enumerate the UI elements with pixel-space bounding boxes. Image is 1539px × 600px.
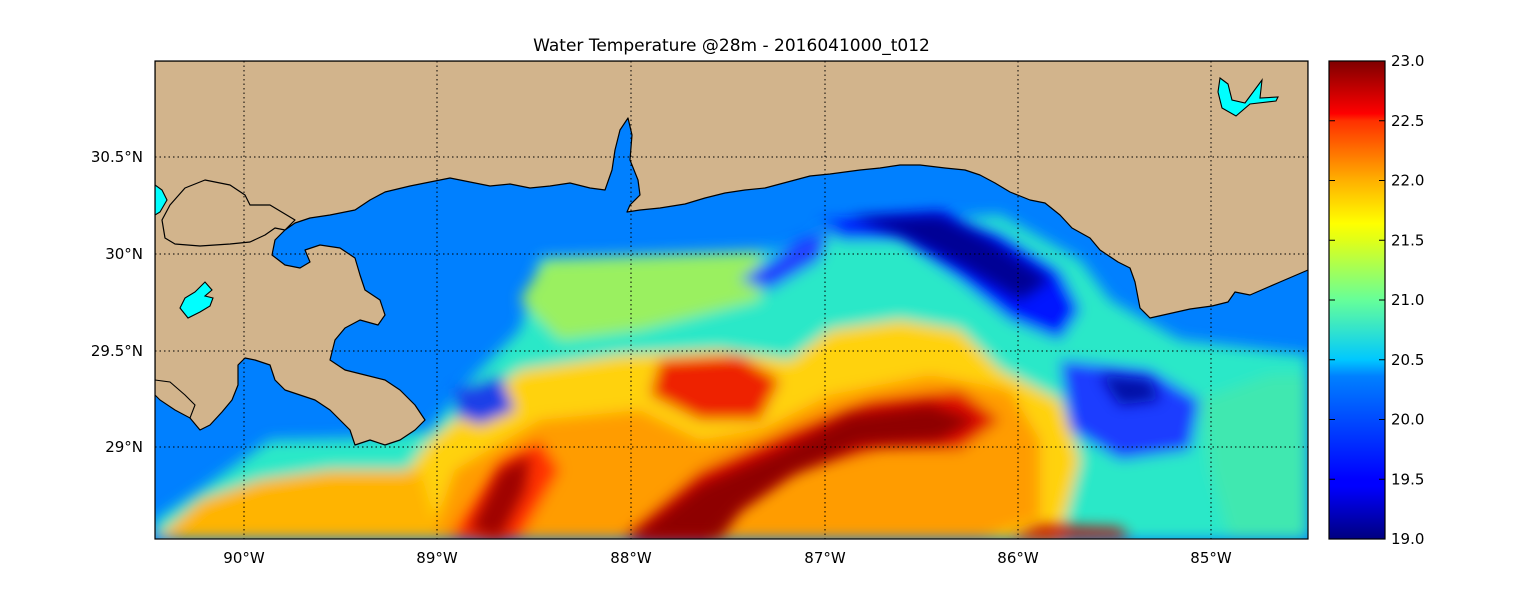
temperature-field bbox=[155, 212, 1308, 539]
field-cold-filament bbox=[740, 232, 830, 290]
colorbar-tick-label: 22.0 bbox=[1391, 172, 1424, 190]
field-southwest-shelf bbox=[155, 470, 440, 539]
x-tick-label: 86°W bbox=[997, 549, 1039, 567]
colorbar-tick-label: 21.0 bbox=[1391, 291, 1424, 309]
map-plot-area bbox=[155, 61, 1308, 539]
colorbar-tick-label: 20.5 bbox=[1391, 351, 1424, 369]
grid-lines bbox=[155, 61, 1308, 539]
x-tick-label: 90°W bbox=[223, 549, 265, 567]
chart-title: Water Temperature @28m - 2016041000_t012 bbox=[533, 36, 930, 56]
colorbar: 19.0 19.5 20.0 20.5 21.0 21.5 22.0 22.5 23.0 bbox=[1328, 52, 1424, 548]
x-tick-label: 85°W bbox=[1190, 549, 1232, 567]
colorbar-tick-label: 21.5 bbox=[1391, 231, 1424, 249]
field-cold-coastal bbox=[820, 212, 1080, 340]
core-dark-red-current bbox=[630, 405, 975, 539]
y-tick-label: 30°N bbox=[105, 245, 143, 263]
colorbar-tick-label: 22.5 bbox=[1391, 112, 1424, 130]
core-dark-blue-coastal bbox=[850, 215, 1050, 300]
y-tick-label: 29°N bbox=[105, 438, 143, 456]
colorbar-tick-label: 19.5 bbox=[1391, 470, 1424, 488]
core-dark-red-west bbox=[470, 455, 530, 539]
field-red-north-eddy bbox=[650, 355, 780, 420]
colorbar-gradient bbox=[1328, 60, 1386, 540]
field-green-band bbox=[520, 252, 760, 340]
y-tick-label: 29.5°N bbox=[91, 342, 143, 360]
colorbar-tick-label: 23.0 bbox=[1391, 52, 1424, 70]
lake-northeast bbox=[1217, 77, 1279, 117]
field-cold-west-patch bbox=[455, 375, 515, 425]
field-cold-southeast bbox=[1060, 360, 1200, 460]
colorbar-tick-label: 20.0 bbox=[1391, 411, 1424, 429]
lake-northwest bbox=[155, 184, 168, 216]
x-tick-label: 87°W bbox=[804, 549, 846, 567]
colorbar-tick-label: 19.0 bbox=[1391, 530, 1424, 548]
map-frame bbox=[154, 60, 1309, 540]
field-east-edge bbox=[1200, 375, 1308, 539]
x-axis-labels: 90°W 89°W 88°W 87°W 86°W 85°W bbox=[223, 549, 1232, 567]
x-tick-label: 88°W bbox=[610, 549, 652, 567]
lake-pontchartrain bbox=[179, 281, 214, 319]
y-tick-label: 30.5°N bbox=[91, 148, 143, 166]
core-red-south-edge bbox=[1010, 525, 1130, 539]
y-axis-labels: 30.5°N 30°N 29.5°N 29°N bbox=[91, 148, 143, 456]
land-island-west bbox=[155, 379, 196, 419]
core-dark-blue-southeast bbox=[1100, 375, 1160, 405]
colorbar-ticks: 19.0 19.5 20.0 20.5 21.0 21.5 22.0 22.5 23.0 bbox=[1329, 52, 1424, 548]
x-tick-label: 89°W bbox=[416, 549, 458, 567]
